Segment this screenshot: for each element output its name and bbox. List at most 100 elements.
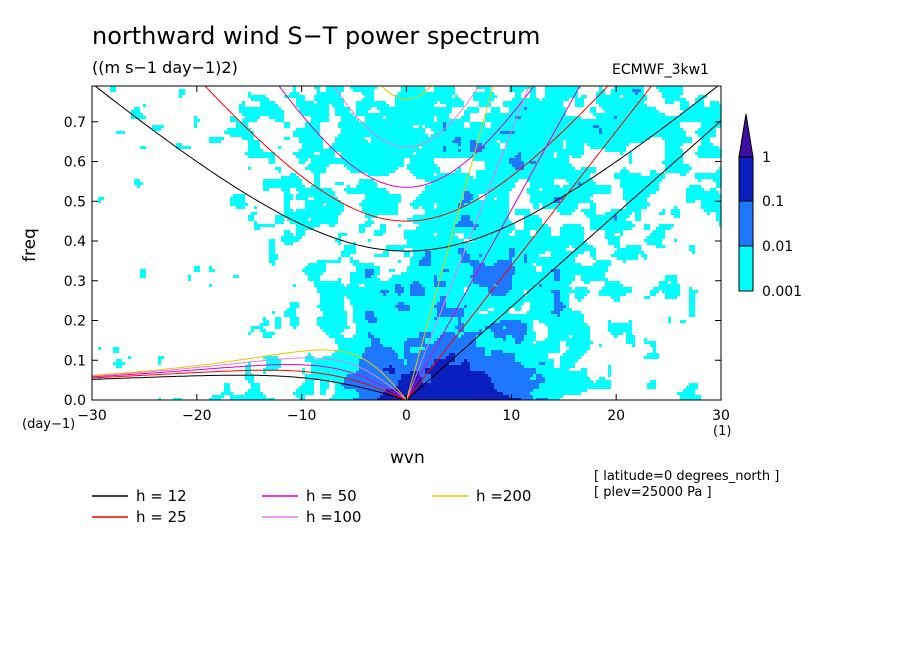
spectrum-cell (401, 89, 425, 92)
spectrum-cell (491, 125, 593, 128)
spectrum-cell (293, 86, 296, 89)
spectrum-cell (500, 140, 563, 143)
spectrum-cell (470, 143, 482, 146)
spectrum-cell (653, 230, 665, 233)
spectrum-cell (296, 188, 332, 191)
spectrum-cell (356, 101, 386, 104)
spectrum-cell (320, 380, 329, 383)
spectrum-cell (140, 269, 146, 272)
spectrum-cell (536, 368, 569, 371)
spectrum-cell (485, 161, 509, 164)
spectrum-cell (290, 305, 299, 308)
spectrum-cell (344, 380, 398, 383)
spectrum-cell (485, 194, 509, 197)
spectrum-cell (686, 200, 695, 203)
spectrum-cell (251, 386, 260, 389)
spectrum-cell (332, 104, 344, 107)
spectrum-cell (284, 125, 290, 128)
spectrum-cell (533, 374, 536, 377)
spectrum-cell (704, 209, 721, 212)
spectrum-cell (653, 287, 680, 290)
spectrum-cell (587, 215, 614, 218)
spectrum-cell (470, 149, 482, 152)
spectrum-cell (329, 224, 335, 227)
spectrum-cell (437, 278, 473, 281)
spectrum-cell (422, 380, 431, 383)
spectrum-cell (284, 209, 293, 212)
spectrum-cell (347, 191, 389, 194)
spectrum-cell (719, 221, 721, 224)
spectrum-cell (275, 320, 281, 323)
spectrum-cell (296, 395, 305, 398)
spectrum-cell (659, 281, 668, 284)
spectrum-cell (410, 263, 419, 266)
spectrum-cell (284, 212, 341, 215)
spectrum-cell (437, 302, 446, 305)
spectrum-cell (665, 146, 680, 149)
colorbar-segment (738, 200, 754, 247)
spectrum-cell (308, 164, 329, 167)
spectrum-cell (314, 173, 320, 176)
spectrum-cell (374, 254, 389, 257)
spectrum-cell (314, 197, 338, 200)
spectrum-cell (422, 257, 431, 260)
spectrum-cell (659, 224, 674, 227)
spectrum-cell (599, 377, 605, 380)
spectrum-cell (359, 203, 398, 206)
spectrum-cell (467, 107, 479, 110)
spectrum-cell (551, 290, 560, 293)
spectrum-cell (359, 179, 374, 182)
spectrum-cell (437, 317, 458, 320)
spectrum-cell (179, 89, 185, 92)
spectrum-cell (581, 368, 587, 371)
spectrum-cell (539, 383, 611, 386)
spectrum-cell (515, 92, 521, 95)
spectrum-cell (227, 128, 251, 131)
colorbar-extend-triangle (738, 113, 754, 158)
spectrum-cell (398, 383, 494, 386)
spectrum-cell (572, 155, 581, 158)
spectrum-cell (440, 335, 458, 338)
spectrum-cell (626, 338, 635, 341)
spectrum-cell (332, 380, 344, 383)
spectrum-cell (560, 293, 569, 296)
spectrum-cell (524, 218, 542, 221)
spectrum-cell (443, 146, 446, 149)
spectrum-cell (488, 374, 533, 377)
spectrum-cell (350, 302, 398, 305)
spectrum-cell (98, 197, 104, 200)
spectrum-cell (599, 104, 647, 107)
spectrum-cell (542, 266, 608, 269)
spectrum-cell (236, 206, 245, 209)
spectrum-cell (458, 143, 461, 146)
spectrum-cell (299, 191, 335, 194)
spectrum-cell (554, 293, 560, 296)
spectrum-cell (248, 389, 260, 392)
spectrum-cell (515, 266, 536, 269)
spectrum-cell (593, 257, 596, 260)
spectrum-cell (431, 128, 443, 131)
spectrum-cell (365, 197, 401, 200)
spectrum-cell (689, 308, 695, 311)
spectrum-cell (284, 314, 296, 317)
spectrum-cell (614, 173, 641, 176)
spectrum-cell (563, 302, 569, 305)
spectrum-cell (710, 101, 719, 104)
spectrum-cell (473, 98, 494, 101)
x-axis-label: wvn (390, 448, 425, 468)
spectrum-cell (521, 155, 554, 158)
spectrum-cell (665, 164, 689, 167)
spectrum-cell (398, 260, 401, 263)
spectrum-cell (131, 116, 146, 119)
spectrum-cell (437, 338, 476, 341)
spectrum-cell (494, 308, 509, 311)
spectrum-cell (284, 95, 305, 98)
spectrum-cell (461, 317, 584, 320)
spectrum-cell (392, 365, 431, 368)
spectrum-cell (110, 89, 116, 92)
spectrum-cell (404, 254, 410, 257)
spectrum-cell (248, 95, 266, 98)
spectrum-cell (395, 287, 404, 290)
spectrum-cell (482, 332, 494, 335)
spectrum-cell (479, 101, 491, 104)
